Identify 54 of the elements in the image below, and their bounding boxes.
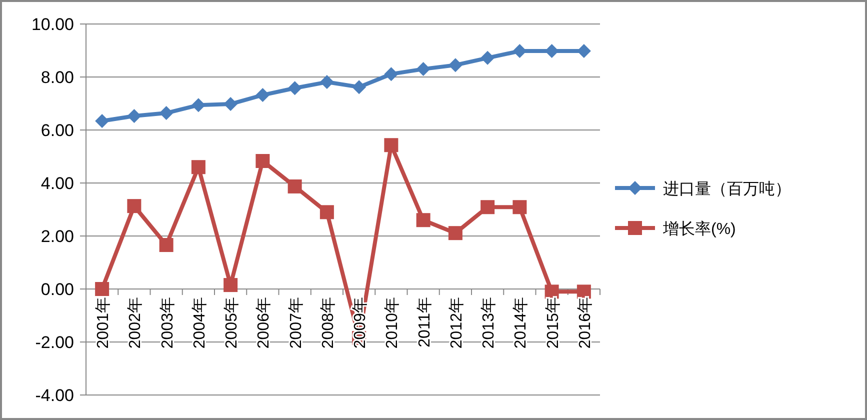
point [544, 44, 559, 58]
x-tick-label: 2015年 [544, 297, 562, 349]
y-tick-label: -2.00 [35, 333, 74, 352]
y-tick-label: 6.00 [40, 121, 74, 140]
x-tick-label: 2004年 [191, 297, 208, 349]
point [224, 278, 238, 292]
x-tick-label: 2013年 [480, 297, 498, 349]
legend-label: 增长率(%) [662, 220, 736, 238]
x-tick-label: 2002年 [127, 297, 144, 349]
point [352, 80, 366, 94]
x-tick-label: 2003年 [159, 297, 176, 349]
y-tick-label: 10.00 [31, 15, 74, 34]
point [320, 75, 334, 90]
point [159, 238, 174, 252]
y-tick-label: -4.00 [35, 386, 74, 405]
point [416, 213, 430, 228]
x-tick-label: 2007年 [288, 297, 305, 349]
x-tick-label: 2005年 [224, 297, 241, 349]
point [480, 50, 495, 65]
point [512, 44, 527, 58]
point [320, 205, 334, 220]
x-tick-label: 2008年 [320, 297, 337, 349]
point [288, 81, 302, 96]
y-tick-label: 8.00 [40, 68, 74, 87]
x-tick-label: 2009年 [352, 297, 370, 349]
point [191, 160, 206, 174]
y-tick-label: 0.00 [40, 280, 74, 299]
point [448, 226, 462, 240]
x-tick-label: 2012年 [448, 297, 466, 349]
point [416, 62, 430, 76]
point [256, 154, 270, 168]
point [256, 88, 270, 102]
point [384, 138, 398, 152]
point [512, 200, 527, 214]
point [288, 179, 302, 194]
point [127, 199, 142, 214]
point [480, 200, 495, 214]
legend-label: 进口量（百万吨） [663, 180, 791, 198]
x-tick-label: 2011年 [416, 297, 434, 348]
x-tick-label: 2014年 [512, 297, 530, 349]
y-tick-label: 4.00 [40, 174, 74, 193]
point [127, 108, 142, 123]
point [384, 67, 398, 82]
point [159, 106, 174, 120]
x-tick-label: 2010年 [384, 297, 402, 349]
point [448, 58, 462, 72]
x-tick-label: 2016年 [576, 297, 594, 349]
point [191, 98, 206, 112]
point [224, 97, 238, 112]
x-tick-label: 2006年 [256, 297, 273, 349]
point [95, 114, 110, 128]
point [95, 282, 110, 296]
x-tick-label: 2001年 [95, 297, 112, 349]
y-tick-label: 2.00 [40, 227, 74, 246]
